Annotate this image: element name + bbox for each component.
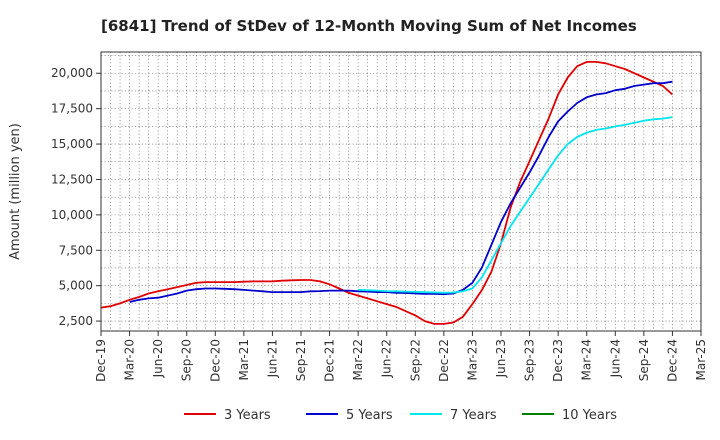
x-tick-label: Mar-25 <box>694 339 708 380</box>
x-tick-label: Sep-20 <box>180 339 194 381</box>
x-tick-label: Dec-20 <box>208 339 222 382</box>
x-tick-label: Mar-20 <box>123 339 137 380</box>
x-tick-label: Dec-23 <box>551 339 565 382</box>
plot-background <box>101 52 701 331</box>
x-ticks: Dec-19 Mar-20 Jun-20 Sep-20 Dec-20 Mar-21 Jun-… <box>94 331 708 382</box>
x-tick-label: Jun-20 <box>151 339 165 378</box>
x-tick-label: Jun-23 <box>494 339 508 378</box>
x-tick-label: Dec-19 <box>94 339 108 382</box>
legend-label: 5 Years <box>346 408 393 423</box>
x-tick-label: Mar-24 <box>580 339 594 380</box>
x-tick-label: Dec-21 <box>323 339 337 382</box>
legend-label: 7 Years <box>450 408 497 423</box>
legend: 3 Years 5 Years 7 Years 10 Years <box>184 408 617 423</box>
series-line <box>129 80 673 303</box>
x-tick-label: Sep-23 <box>523 339 537 381</box>
y-ticks: 2,500 5,000 7,500 10,000 12,500 15,000 17,500 2… <box>51 66 101 328</box>
x-tick-label: Jun-22 <box>380 339 394 378</box>
y-tick-label: 20,000 <box>51 66 93 80</box>
x-tick-label: Jun-24 <box>608 339 622 378</box>
legend-label: 10 Years <box>562 408 617 423</box>
x-tick-label: Mar-21 <box>237 339 251 380</box>
chart-title: [6841] Trend of StDev of 12-Month Moving… <box>101 17 637 35</box>
x-tick-label: Dec-24 <box>665 339 679 382</box>
x-tick-label: Mar-22 <box>351 339 365 380</box>
y-tick-label: 5,000 <box>59 279 93 293</box>
y-tick-label: 12,500 <box>51 172 93 186</box>
series-layer <box>100 61 674 325</box>
y-axis-label: Amount (million yen) <box>8 123 23 260</box>
x-tick-label: Sep-22 <box>408 339 422 381</box>
x-tick-label: Jun-21 <box>265 339 279 378</box>
y-tick-label: 15,000 <box>51 137 93 151</box>
legend-label: 3 Years <box>224 408 271 423</box>
grid <box>101 52 701 331</box>
axes <box>100 51 702 332</box>
x-tick-label: Mar-23 <box>465 339 479 380</box>
y-tick-label: 7,500 <box>59 243 93 257</box>
y-tick-label: 17,500 <box>51 102 93 116</box>
y-tick-label: 10,000 <box>51 208 93 222</box>
x-tick-label: Sep-21 <box>294 339 308 381</box>
x-tick-label: Sep-24 <box>637 339 651 381</box>
y-tick-label: 2,500 <box>59 314 93 328</box>
series-line <box>358 116 673 294</box>
series-line <box>100 61 674 325</box>
plot-frame <box>100 51 702 332</box>
x-tick-label: Dec-22 <box>437 339 451 382</box>
plot-area <box>101 52 701 331</box>
